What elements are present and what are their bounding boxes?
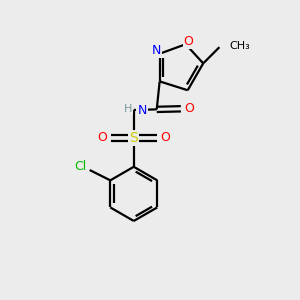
Text: O: O bbox=[98, 131, 107, 144]
Text: S: S bbox=[129, 131, 138, 145]
Text: O: O bbox=[184, 102, 194, 115]
Text: Cl: Cl bbox=[74, 160, 86, 173]
Text: O: O bbox=[184, 35, 194, 48]
Text: O: O bbox=[160, 131, 170, 144]
Text: H: H bbox=[124, 104, 132, 114]
Text: N: N bbox=[152, 44, 161, 57]
Text: CH₃: CH₃ bbox=[230, 41, 250, 51]
Text: N: N bbox=[137, 104, 147, 117]
